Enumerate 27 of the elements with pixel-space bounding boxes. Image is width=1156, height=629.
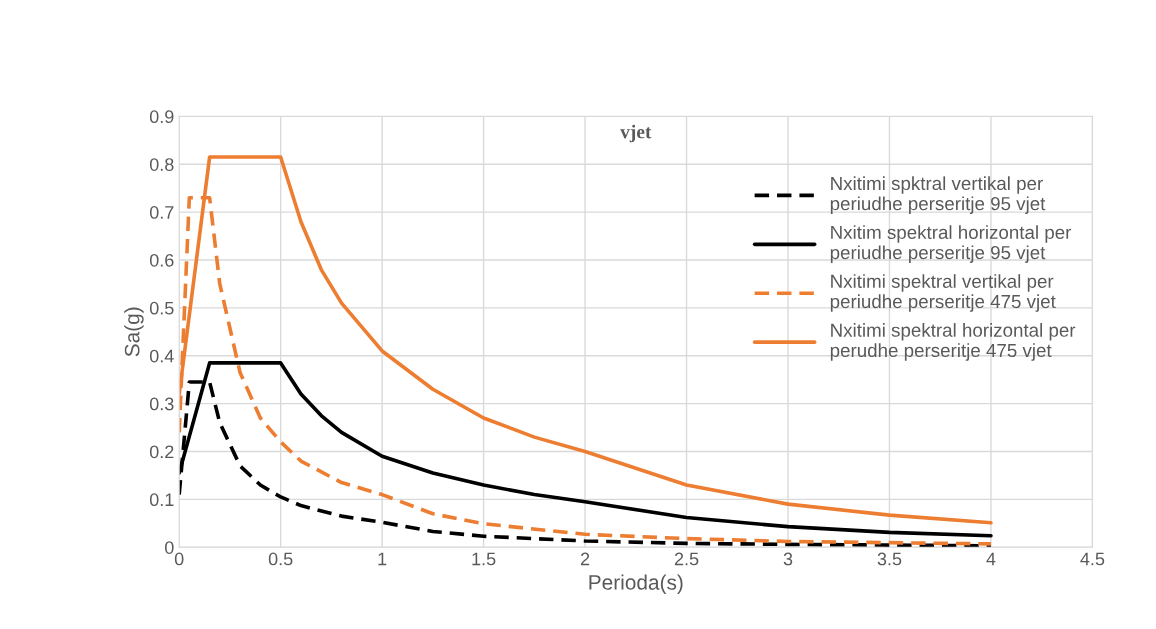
legend-label: Nxitimi spektral vertikal per periudhe perseritje 475 vjet	[830, 274, 1056, 312]
x-tick-label: 3.5	[877, 552, 902, 566]
x-tick-label: 1.5	[472, 552, 496, 566]
x-tick-label: 2.5	[674, 552, 699, 566]
y-tick-label: 0.8	[149, 158, 174, 171]
x-tick-label: 3	[783, 552, 793, 566]
legend-label: Nxitimi spktral vertikal per periudhe perseritje 95 vjet	[830, 176, 1046, 214]
legend-label: Nxitim spektral horizontal per periudhe perseritje 95 vjet	[830, 225, 1072, 263]
x-tick-label: 0	[174, 552, 184, 566]
y-tick-label: 0.9	[149, 110, 174, 124]
x-tick-label: 4.5	[1080, 552, 1105, 566]
x-tick-label: 1	[378, 552, 387, 566]
y-tick-label: 0.1	[149, 493, 174, 507]
y-tick-label: 0.7	[149, 206, 174, 219]
legend-label: Nxitimi spektral horizontal per perudhe perseritje 475 vjet	[830, 323, 1076, 361]
y-tick-label: 0.2	[149, 445, 174, 459]
y-tick-label: 0.3	[149, 397, 174, 411]
y-tick-label: 0.4	[149, 349, 174, 363]
chart-title: vjet	[620, 124, 652, 143]
x-tick-label: 0.5	[268, 552, 293, 566]
y-tick-label: 0	[164, 541, 174, 554]
y-tick-label: 0.6	[149, 253, 174, 267]
x-tick-label: 2	[580, 552, 590, 566]
y-tick-label: 0.5	[149, 301, 174, 315]
x-axis-title: Perioda(s)	[589, 574, 683, 594]
y-axis-title: Sa(g)	[124, 307, 144, 357]
x-tick-label: 4	[986, 552, 996, 566]
